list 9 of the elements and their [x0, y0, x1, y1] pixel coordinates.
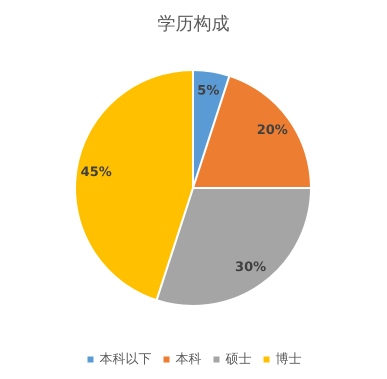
- chart-title: 学历构成: [158, 14, 230, 34]
- legend-label: 博士: [276, 352, 302, 367]
- data-label: 30%: [235, 260, 266, 275]
- data-label: 45%: [80, 165, 112, 180]
- legend-label: 本科: [176, 352, 202, 367]
- legend-label: 本科以下: [100, 352, 152, 367]
- legend-label: 硕士: [224, 352, 252, 367]
- data-label: 5%: [197, 84, 220, 99]
- data-label: 20%: [256, 122, 288, 138]
